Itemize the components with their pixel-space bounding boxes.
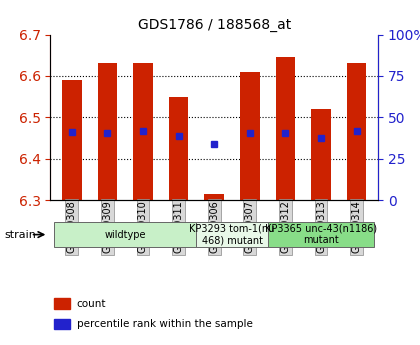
Text: GSM40309: GSM40309 [102,200,113,253]
FancyBboxPatch shape [54,222,197,247]
Text: GSM40308: GSM40308 [67,200,77,253]
Bar [54,298,70,309]
Text: GSM40312: GSM40312 [281,200,290,253]
Bar [62,80,81,200]
Bar [97,63,117,200]
Bar [133,63,153,200]
Title: GDS1786 / 188568_at: GDS1786 / 188568_at [138,18,291,32]
FancyBboxPatch shape [197,222,268,247]
Bar [311,109,331,200]
Bar [205,194,224,200]
Text: KP3365 unc-43(n1186)
mutant: KP3365 unc-43(n1186) mutant [265,224,377,245]
Text: GSM40313: GSM40313 [316,200,326,253]
Bar [240,72,260,200]
Text: GSM40311: GSM40311 [173,200,184,253]
Text: percentile rank within the sample: percentile rank within the sample [76,319,252,329]
Text: GSM40307: GSM40307 [245,200,255,253]
Text: KP3293 tom-1(nu
468) mutant: KP3293 tom-1(nu 468) mutant [189,224,275,245]
Bar [54,319,70,329]
Text: GSM40310: GSM40310 [138,200,148,253]
Bar [347,63,366,200]
Text: wildtype: wildtype [105,230,146,239]
Text: GSM40314: GSM40314 [352,200,362,253]
Text: GSM40306: GSM40306 [209,200,219,253]
FancyBboxPatch shape [268,222,375,247]
Bar [276,57,295,200]
Text: strain: strain [4,230,36,239]
Bar [169,97,189,200]
Text: count: count [76,299,106,308]
